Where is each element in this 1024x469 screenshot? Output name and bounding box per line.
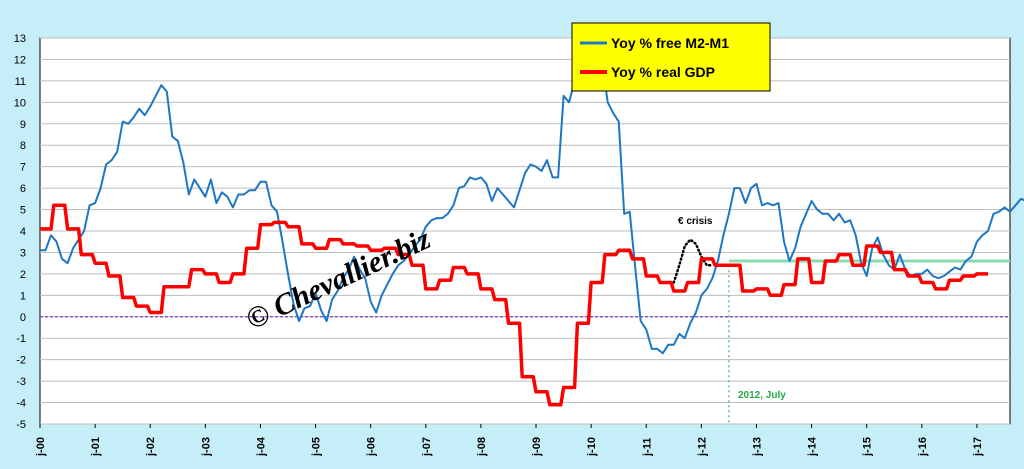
series-line-gdp [40,203,988,407]
x-tick-label: j-06 [366,437,378,457]
legend-label-gdp: Yoy % real GDP [611,64,715,80]
x-axis: j-00 j-01 j-02 j-03 j-04 j-05 j-06 j-07 j-08 j-09… [35,424,984,457]
y-tick-label: 8 [20,140,26,152]
x-tick-label: j-15 [862,437,874,457]
reference-line--crisis [672,238,714,284]
x-tick-label: j-05 [311,437,323,457]
x-tick-label: j-11 [641,438,653,457]
y-tick-label: 10 [14,97,26,109]
x-tick-label: j-00 [35,437,47,457]
y-tick-label: 5 [20,205,26,217]
y-tick-label: -2 [16,355,26,367]
y-tick-label: 2 [20,269,26,281]
x-tick-label: j-02 [145,437,157,457]
y-tick-label: 6 [20,183,26,195]
y-tick-label: 0 [20,312,26,324]
x-tick-label: j-17 [972,437,984,457]
x-tick-label: j-08 [476,437,488,457]
data-series [40,45,1024,407]
x-tick-label: j-13 [751,437,763,457]
legend-label-m2m1: Yoy % free M2-M1 [611,35,729,51]
legend: Yoy % free M2-M1 Yoy % real GDP [571,22,771,92]
y-tick-label: 7 [20,162,26,174]
x-tick-label: j-04 [255,436,267,457]
x-tick-label: j-10 [586,437,598,457]
x-tick-label: j-12 [696,437,708,457]
y-tick-label: -5 [16,419,26,431]
y-tick-label: 3 [20,247,26,259]
x-tick-label: j-09 [531,437,543,457]
y-tick-label: 9 [20,119,26,131]
y-tick-label: -1 [16,333,26,345]
y-tick-label: 13 [14,33,26,45]
y-tick-label: 1 [20,290,26,302]
y-tick-label: 12 [14,54,26,66]
y-tick-label: 4 [20,226,26,238]
x-tick-label: j-01 [90,437,102,457]
euro-crisis-label: € crisis [678,216,713,227]
y-tick-label: 11 [15,76,26,88]
x-tick-label: j-14 [807,436,819,457]
x-tick-label: j-07 [421,437,433,457]
july-2012-label: 2012, July [738,390,786,401]
y-tick-label: -4 [16,398,26,410]
y-tick-label: -3 [16,376,26,388]
x-tick-label: j-16 [917,437,929,457]
x-tick-label: j-03 [200,437,212,457]
